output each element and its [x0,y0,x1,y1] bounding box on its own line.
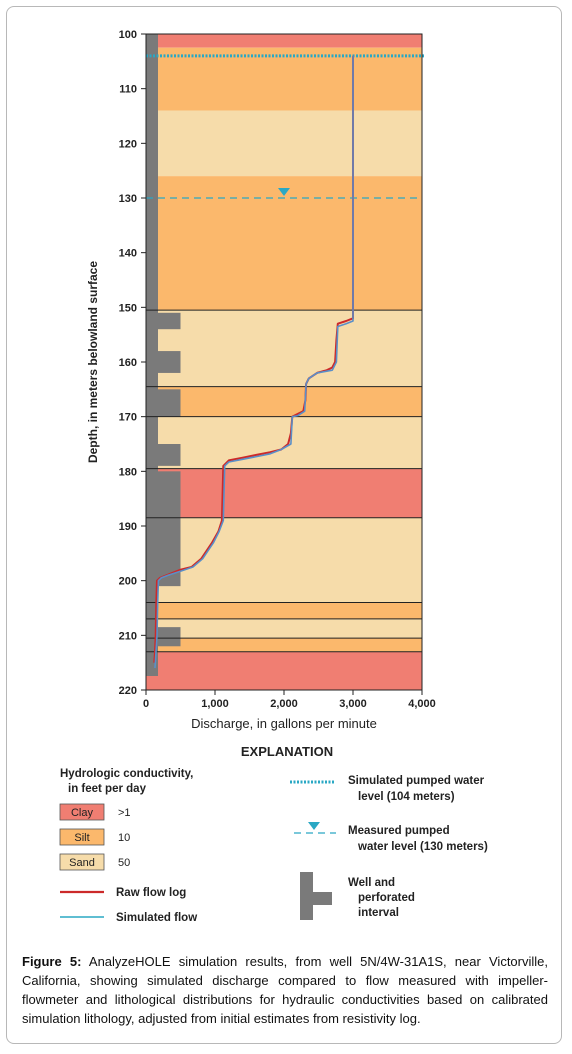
legend-meas-water-label-1: Measured pumped [348,825,450,837]
lithology-band-clay [146,34,422,48]
x-tick-label: 1,000 [201,698,229,710]
lithology-band-silt [146,386,422,417]
x-axis-ticks: 0 1,000 2,000 3,000 4,000 [143,690,436,710]
perforated-interval [146,444,181,466]
perforated-interval [146,351,181,373]
lithology-bands [146,34,422,690]
perforated-interval [146,312,181,330]
flow-series [153,55,354,669]
legend-clay-value: >1 [118,807,131,819]
lithology-band-silt [146,602,422,619]
y-axis-label: Depth, in meters belowland surface [86,261,100,463]
legend-sim-water-label-2: level (104 meters) [358,791,455,803]
y-tick-label: 120 [119,138,137,150]
legend-hc-title-1: Hydrologic conductivity, [60,768,193,780]
legend-sim-flow-label: Simulated flow [116,912,197,924]
y-tick-label: 220 [119,685,137,697]
legend-sand-swatch [59,853,105,871]
well-perforated-interval [146,34,181,676]
x-tick-label: 2,000 [270,698,298,710]
legend-meas-water-label-2: water level (130 meters) [357,841,488,853]
legend-silt-swatch [59,828,105,846]
lithology-band-sand [146,618,422,639]
y-tick-label: 200 [119,576,137,588]
y-tick-label: 110 [119,84,137,96]
lithology-band-silt [146,176,422,311]
measured-water-level-marker [278,188,290,196]
y-tick-label: 170 [119,412,137,424]
perforated-interval [146,471,181,587]
legend-well-symbol [300,872,332,920]
caption-label: Figure 5: [22,954,82,969]
y-tick-label: 100 [119,29,137,41]
y-tick-label: 160 [119,357,137,369]
caption-text: AnalyzeHOLE simulation results, from wel… [22,954,548,1026]
legend-sim-water-label-1: Simulated pumped water [348,775,485,787]
lithology-band-silt [146,47,422,111]
legend-well-label-3: interval [358,907,399,919]
perforated-interval [146,389,181,417]
water-levels [146,54,424,199]
legend-sand-label: Sand [69,857,95,869]
x-tick-label: 4,000 [408,698,436,710]
lithology-band-sand [146,310,422,387]
perforated-interval [146,627,181,647]
legend-meas-water-marker [308,822,320,830]
legend-silt-label: Silt [74,832,89,844]
layer-boundaries [146,309,422,653]
legend: EXPLANATION Hydrologic conductivity, in … [59,744,488,924]
simulated-flow-line [154,55,354,669]
legend-title: EXPLANATION [241,744,333,759]
legend-well-label-1: Well and [348,877,395,889]
lithology-band-silt [146,638,422,652]
y-tick-label: 150 [119,302,137,314]
x-tick-label: 3,000 [339,698,367,710]
lithology-band-sand [146,517,422,603]
y-tick-label: 210 [119,630,137,642]
lithology-band-clay [146,651,422,690]
legend-raw-flow-label: Raw flow log [116,887,186,899]
figure-caption: Figure 5: AnalyzeHOLE simulation results… [22,952,548,1028]
legend-sand-value: 50 [118,857,130,869]
y-tick-label: 180 [119,466,137,478]
legend-hc-title-2: in feet per day [68,783,147,795]
y-axis-ticks: 100 110 120 130 140 150 160 170 180 190 200 210 220 [119,29,146,697]
legend-silt-value: 10 [118,832,130,844]
legend-clay-swatch [59,803,105,821]
legend-clay-label: Clay [71,807,94,819]
lithology-band-sand [146,416,422,469]
x-axis-label: Discharge, in gallons per minute [191,716,377,731]
discharge-depth-chart: 100110120130140150160170180190200210220 … [59,29,488,924]
x-tick-label: 0 [143,698,149,710]
lithology-band-sand [146,110,422,177]
y-tick-label: 130 [119,193,137,205]
y-tick-label: 190 [119,521,137,533]
y-tick-label: 140 [119,248,137,260]
legend-well-label-2: perforated [358,892,415,904]
lithology-band-clay [146,468,422,518]
